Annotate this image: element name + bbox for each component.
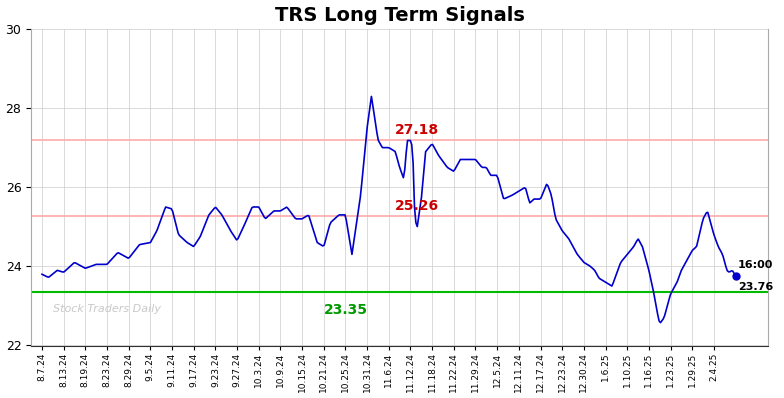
Text: 23.35: 23.35 [324, 303, 368, 317]
Text: 27.18: 27.18 [395, 123, 439, 137]
Text: 23.76: 23.76 [738, 282, 773, 292]
Text: Stock Traders Daily: Stock Traders Daily [53, 304, 162, 314]
Text: 16:00: 16:00 [738, 260, 773, 270]
Title: TRS Long Term Signals: TRS Long Term Signals [274, 6, 524, 25]
Text: 25.26: 25.26 [395, 199, 439, 213]
